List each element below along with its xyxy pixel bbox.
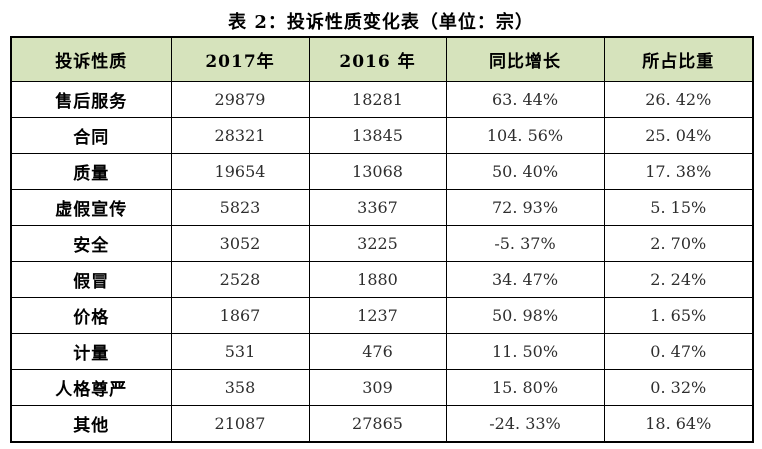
cell-y2016: 309: [308, 369, 447, 406]
cell-category: 价格: [10, 297, 172, 334]
table-row: 计量 531 476 11. 50% 0. 47%: [10, 333, 754, 370]
cell-share: 5. 15%: [603, 189, 754, 226]
cell-y2016: 476: [308, 333, 447, 370]
cell-y2017: 358: [170, 369, 310, 406]
cell-yoy: 63. 44%: [445, 81, 605, 118]
cell-yoy: -24. 33%: [445, 405, 605, 443]
cell-y2017: 29879: [170, 81, 310, 118]
cell-y2016: 3225: [308, 225, 447, 262]
cell-share: 2. 70%: [603, 225, 754, 262]
cell-y2016: 13068: [308, 153, 447, 190]
cell-category: 合同: [10, 117, 172, 154]
cell-share: 17. 38%: [603, 153, 754, 190]
col-header-2017: 2017年: [170, 36, 310, 82]
col-header-category: 投诉性质: [10, 36, 172, 82]
cell-category: 人格尊严: [10, 369, 172, 406]
cell-yoy: 72. 93%: [445, 189, 605, 226]
table-row: 假冒 2528 1880 34. 47% 2. 24%: [10, 261, 754, 298]
cell-y2016: 27865: [308, 405, 447, 443]
table-row: 安全 3052 3225 -5. 37% 2. 70%: [10, 225, 754, 262]
table-row: 质量 19654 13068 50. 40% 17. 38%: [10, 153, 754, 190]
cell-yoy: 50. 98%: [445, 297, 605, 334]
cell-yoy: 11. 50%: [445, 333, 605, 370]
cell-y2017: 3052: [170, 225, 310, 262]
cell-share: 0. 47%: [603, 333, 754, 370]
cell-share: 18. 64%: [603, 405, 754, 443]
cell-yoy: 104. 56%: [445, 117, 605, 154]
header-row: 投诉性质 2017年 2016 年 同比增长 所占比重: [10, 36, 754, 82]
cell-share: 26. 42%: [603, 81, 754, 118]
cell-category: 售后服务: [10, 81, 172, 118]
page-title: 表 2：投诉性质变化表（单位：宗）: [228, 12, 534, 33]
cell-share: 0. 32%: [603, 369, 754, 406]
cell-yoy: 50. 40%: [445, 153, 605, 190]
cell-category: 计量: [10, 333, 172, 370]
cell-yoy: 15. 80%: [445, 369, 605, 406]
cell-share: 1. 65%: [603, 297, 754, 334]
table-row: 人格尊严 358 309 15. 80% 0. 32%: [10, 369, 754, 406]
col-header-share: 所占比重: [603, 36, 754, 82]
table-row: 合同 28321 13845 104. 56% 25. 04%: [10, 117, 754, 154]
table-row: 虚假宣传 5823 3367 72. 93% 5. 15%: [10, 189, 754, 226]
cell-y2016: 3367: [308, 189, 447, 226]
cell-y2016: 1880: [308, 261, 447, 298]
table-row: 售后服务 29879 18281 63. 44% 26. 42%: [10, 81, 754, 118]
cell-y2017: 5823: [170, 189, 310, 226]
cell-yoy: -5. 37%: [445, 225, 605, 262]
cell-y2016: 13845: [308, 117, 447, 154]
cell-category: 虚假宣传: [10, 189, 172, 226]
cell-share: 25. 04%: [603, 117, 754, 154]
cell-category: 其他: [10, 405, 172, 443]
table-row: 其他 21087 27865 -24. 33% 18. 64%: [10, 405, 754, 443]
cell-y2017: 531: [170, 333, 310, 370]
table-row: 价格 1867 1237 50. 98% 1. 65%: [10, 297, 754, 334]
cell-category: 质量: [10, 153, 172, 190]
cell-y2017: 1867: [170, 297, 310, 334]
cell-y2017: 19654: [170, 153, 310, 190]
col-header-yoy: 同比增长: [445, 36, 605, 82]
cell-y2017: 2528: [170, 261, 310, 298]
cell-y2016: 1237: [308, 297, 447, 334]
table-body: 售后服务 29879 18281 63. 44% 26. 42% 合同 28321 13845…: [10, 81, 754, 443]
cell-y2017: 21087: [170, 405, 310, 443]
cell-category: 安全: [10, 225, 172, 262]
cell-y2016: 18281: [308, 81, 447, 118]
complaints-table: 投诉性质 2017年 2016 年 同比增长 所占比重 售后服务 29879 182…: [10, 36, 754, 443]
cell-share: 2. 24%: [603, 261, 754, 298]
cell-yoy: 34. 47%: [445, 261, 605, 298]
col-header-2016: 2016 年: [308, 36, 447, 82]
cell-y2017: 28321: [170, 117, 310, 154]
cell-category: 假冒: [10, 261, 172, 298]
